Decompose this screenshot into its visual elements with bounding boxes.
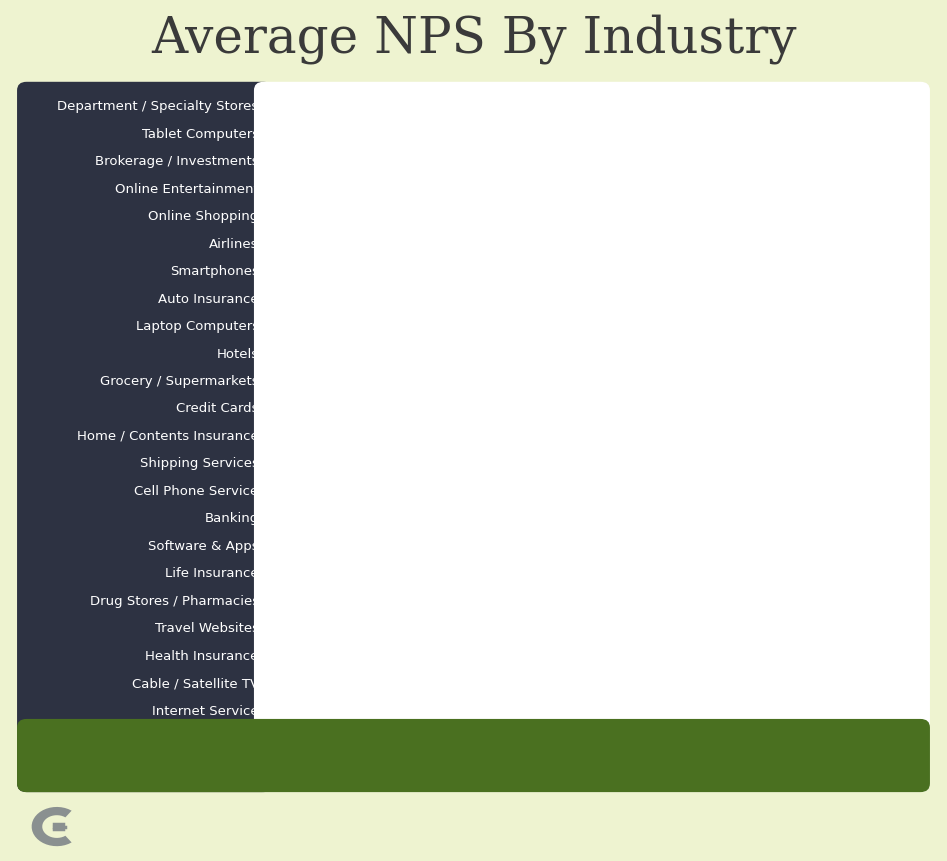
Text: Life Insurance: Life Insurance (165, 567, 259, 580)
Point (653, 375, 669, 388)
Text: Cell Phone Service: Cell Phone Service (134, 485, 259, 498)
Point (648, 402, 663, 416)
Point (692, 183, 707, 196)
Text: Home / Contents Insurance: Home / Contents Insurance (77, 430, 259, 443)
Text: Internet Service: Internet Service (152, 704, 259, 717)
Text: 1: 1 (441, 678, 450, 689)
Point (560, 622, 575, 635)
Text: 38: 38 (642, 431, 657, 442)
Text: -1: -1 (428, 706, 440, 716)
Text: Department / Specialty Stores: Department / Specialty Stores (58, 101, 259, 114)
Point (675, 265, 690, 279)
Text: 62: 62 (775, 102, 790, 112)
Text: 31: 31 (603, 542, 619, 551)
Text: Shipping Services: Shipping Services (140, 457, 259, 470)
Text: 37: 37 (636, 486, 652, 496)
Text: 75: 75 (845, 748, 864, 763)
Text: 30: 30 (599, 569, 614, 579)
Text: Health Insurance: Health Insurance (145, 650, 259, 663)
Text: 39: 39 (648, 404, 663, 414)
Point (670, 292, 685, 306)
Text: Airlines: Airlines (209, 238, 259, 251)
Text: 45: 45 (681, 212, 696, 222)
Text: Travel Websites: Travel Websites (154, 623, 259, 635)
Text: 50: 50 (706, 748, 725, 763)
Text: 44: 44 (675, 267, 691, 276)
Text: 28: 28 (587, 596, 602, 606)
Text: Auto Insurance: Auto Insurance (158, 293, 259, 306)
Text: 23: 23 (560, 623, 575, 634)
Point (505, 649, 520, 663)
Text: Smartphones: Smartphones (170, 265, 259, 278)
Text: Banking: Banking (205, 512, 259, 525)
Text: Brokerage / Investments: Brokerage / Investments (95, 155, 259, 168)
Point (681, 210, 696, 224)
Point (438, 677, 454, 691)
Text: Cable / Satellite TV: Cable / Satellite TV (132, 677, 259, 691)
Text: 56: 56 (742, 129, 757, 139)
Point (587, 594, 602, 608)
Text: 40: 40 (653, 376, 669, 387)
Text: Laptop Computers: Laptop Computers (135, 320, 259, 333)
Text: Tablet Computers: Tablet Computers (141, 127, 259, 141)
Text: Online Entertainment: Online Entertainment (115, 183, 259, 195)
Point (626, 512, 641, 526)
Point (599, 567, 614, 580)
Text: 50: 50 (708, 157, 724, 167)
Point (642, 430, 657, 443)
Text: Grocery / Supermarkets: Grocery / Supermarkets (100, 375, 259, 388)
Text: 40: 40 (653, 349, 669, 359)
Point (603, 539, 618, 553)
Text: 35: 35 (626, 514, 641, 523)
Point (427, 704, 442, 718)
Point (708, 155, 724, 169)
Point (675, 238, 690, 251)
Text: 25: 25 (569, 748, 587, 763)
Text: Hotels: Hotels (217, 348, 259, 361)
Text: Credit Cards: Credit Cards (176, 402, 259, 416)
Text: 0: 0 (436, 748, 445, 763)
Text: 38: 38 (642, 459, 657, 469)
Text: 43: 43 (670, 322, 686, 331)
Text: Software & Apps: Software & Apps (148, 540, 259, 553)
Text: Drug Stores / Pharmacies: Drug Stores / Pharmacies (90, 595, 259, 608)
Text: -25: -25 (290, 748, 314, 763)
Text: Online Shopping: Online Shopping (149, 210, 259, 223)
Point (653, 347, 669, 361)
Text: 13: 13 (504, 651, 520, 661)
Point (775, 100, 790, 114)
Point (670, 319, 685, 333)
Point (642, 457, 657, 471)
Text: Average NPS By Industry: Average NPS By Industry (151, 14, 796, 64)
Text: 44: 44 (675, 239, 691, 249)
Polygon shape (31, 807, 72, 846)
Text: 43: 43 (670, 294, 686, 304)
Point (636, 485, 652, 499)
Point (742, 127, 757, 141)
Text: 47: 47 (692, 184, 707, 195)
